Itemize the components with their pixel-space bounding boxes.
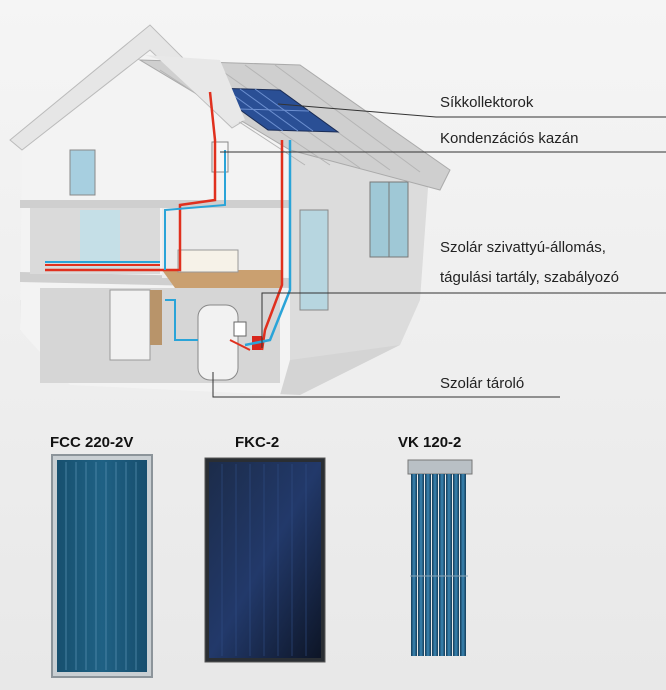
model-label-fkc-2: FKC-2	[235, 434, 280, 451]
callout-lines	[212, 103, 666, 398]
callout-szolar-allomas-line1: Szolár szivattyú-állomás,	[440, 239, 606, 256]
callout-sikkollektorok: Síkkollektorok	[440, 94, 534, 111]
callout-szolar-tarolo: Szolár tároló	[440, 375, 525, 392]
callout-szolar-allomas-line2: tágulási tartály, szabályozó	[440, 269, 619, 286]
fkc-2-panel	[204, 457, 326, 663]
vk-120-2-collector	[407, 459, 473, 656]
house-cutaway	[9, 24, 451, 395]
model-label-fcc-220-2v: FCC 220-2V	[50, 434, 134, 451]
model-label-vk-120-2: VK 120-2	[398, 434, 462, 451]
callout-kondenzacios-kazan: Kondenzációs kazán	[440, 130, 579, 147]
fcc-220-2v-panel	[51, 454, 153, 678]
